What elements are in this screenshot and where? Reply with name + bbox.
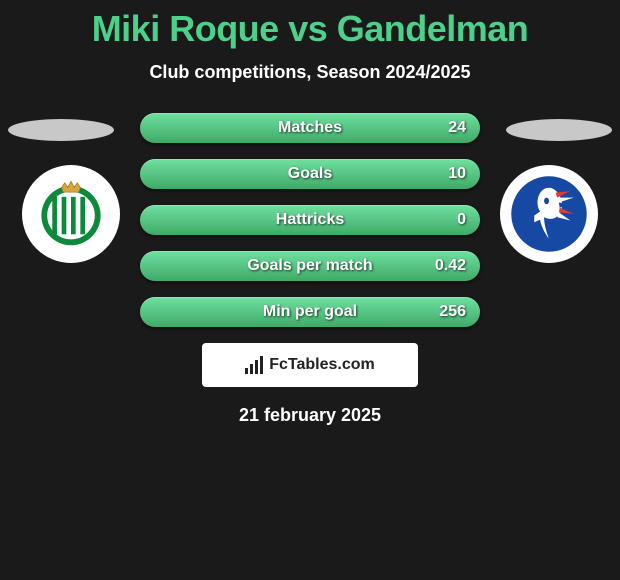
stat-value: 0 (457, 205, 466, 235)
season-subtitle: Club competitions, Season 2024/2025 (0, 62, 620, 83)
betis-crest-icon (32, 175, 110, 253)
stat-label: Matches (278, 113, 342, 143)
date-label: 21 february 2025 (0, 405, 620, 426)
stat-row: Matches 24 (140, 113, 480, 143)
stat-value: 10 (448, 159, 466, 189)
source-badge: FcTables.com (202, 343, 418, 387)
stat-value: 256 (439, 297, 466, 327)
left-shadow-ellipse (8, 119, 114, 141)
stat-value: 0.42 (435, 251, 466, 281)
main-area: Matches 24 Goals 10 Hattricks 0 Goals pe… (0, 113, 620, 426)
stat-row: Goals per match 0.42 (140, 251, 480, 281)
left-club-badge (22, 165, 120, 263)
stat-row: Goals 10 (140, 159, 480, 189)
stat-row: Hattricks 0 (140, 205, 480, 235)
page-title: Miki Roque vs Gandelman (0, 8, 620, 50)
stat-label: Goals per match (247, 251, 372, 281)
stat-label: Hattricks (276, 205, 344, 235)
stat-row: Min per goal 256 (140, 297, 480, 327)
gent-crest-icon (508, 173, 590, 255)
right-shadow-ellipse (506, 119, 612, 141)
stat-value: 24 (448, 113, 466, 143)
right-club-badge (500, 165, 598, 263)
stats-list: Matches 24 Goals 10 Hattricks 0 Goals pe… (140, 113, 480, 327)
bars-icon (245, 356, 263, 374)
stat-label: Goals (288, 159, 332, 189)
comparison-card: Miki Roque vs Gandelman Club competition… (0, 0, 620, 426)
source-label: FcTables.com (269, 356, 375, 374)
stat-label: Min per goal (263, 297, 357, 327)
